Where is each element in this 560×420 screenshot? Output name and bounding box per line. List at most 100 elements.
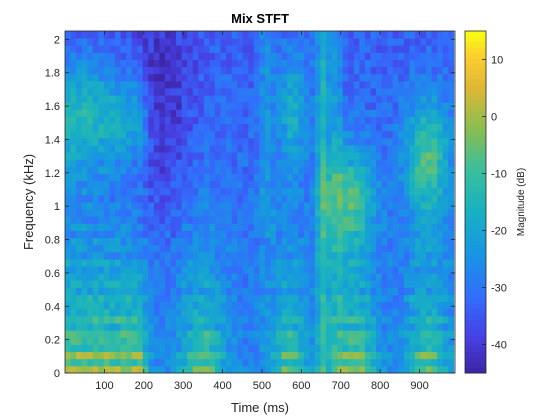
heatmap-cell xyxy=(131,137,138,146)
heatmap-cell xyxy=(342,66,349,75)
heatmap-cell xyxy=(326,308,333,317)
heatmap-cell xyxy=(442,109,449,117)
heatmap-cell xyxy=(331,244,338,253)
heatmap-cell xyxy=(253,130,260,139)
heatmap-cell xyxy=(214,330,221,338)
heatmap-cell xyxy=(403,102,410,110)
heatmap-cell xyxy=(114,251,121,260)
heatmap-cell xyxy=(92,166,99,174)
heatmap-cell xyxy=(309,145,316,153)
heatmap-cell xyxy=(181,194,188,203)
heatmap-cell xyxy=(426,66,432,75)
heatmap-cell xyxy=(76,73,83,82)
heatmap-cell xyxy=(153,216,160,224)
heatmap-cell xyxy=(209,180,216,189)
heatmap-cell xyxy=(214,209,221,217)
heatmap-cell xyxy=(370,351,377,360)
heatmap-cell xyxy=(181,244,188,253)
heatmap-cell xyxy=(392,337,399,345)
heatmap-cell xyxy=(242,330,249,338)
heatmap-cell xyxy=(148,209,155,217)
colorbar-segment xyxy=(465,303,486,310)
heatmap-cell xyxy=(314,123,321,132)
heatmap-cell xyxy=(220,351,227,360)
heatmap-cell xyxy=(431,266,438,274)
heatmap-cell xyxy=(103,223,110,231)
heatmap-cell xyxy=(76,38,83,46)
heatmap-cell xyxy=(159,308,166,317)
heatmap-cell xyxy=(298,358,305,367)
heatmap-cell xyxy=(292,266,299,274)
heatmap-cell xyxy=(164,216,171,224)
heatmap-cell xyxy=(242,66,249,75)
heatmap-cell xyxy=(337,130,344,139)
heatmap-cell xyxy=(420,59,427,68)
heatmap-cell xyxy=(109,316,116,324)
y-tick-label: 1.6 xyxy=(45,101,60,113)
heatmap-cell xyxy=(170,52,177,60)
heatmap-cell xyxy=(398,251,405,260)
heatmap-cell xyxy=(131,365,138,374)
heatmap-cell xyxy=(137,194,144,203)
heatmap-cell xyxy=(137,180,144,189)
heatmap-cell xyxy=(87,194,94,203)
heatmap-cell xyxy=(342,237,349,246)
heatmap-cell xyxy=(314,187,321,196)
heatmap-cell xyxy=(381,116,388,125)
colorbar-segment xyxy=(465,148,486,155)
heatmap-cell xyxy=(131,59,138,68)
heatmap-cell xyxy=(414,223,421,231)
heatmap-cell xyxy=(159,95,166,103)
heatmap-cell xyxy=(242,102,249,110)
heatmap-cell xyxy=(420,330,427,338)
heatmap-cell xyxy=(342,194,349,203)
heatmap-cell xyxy=(370,308,377,317)
heatmap-cell xyxy=(181,116,188,125)
heatmap-cell xyxy=(98,173,105,182)
heatmap-cell xyxy=(314,351,321,360)
heatmap-cell xyxy=(287,31,294,39)
heatmap-cell xyxy=(387,287,394,296)
heatmap-cell xyxy=(120,80,127,89)
heatmap-cell xyxy=(337,209,344,217)
heatmap-cell xyxy=(65,95,71,103)
heatmap-cell xyxy=(137,95,144,103)
heatmap-cell xyxy=(70,166,77,174)
heatmap-cell xyxy=(392,137,399,146)
heatmap-cell xyxy=(153,45,160,53)
heatmap-cell xyxy=(126,244,133,253)
heatmap-cell xyxy=(231,180,238,189)
heatmap-cell xyxy=(320,159,327,167)
heatmap-cell xyxy=(114,323,121,331)
heatmap-cell xyxy=(142,330,149,338)
heatmap-cell xyxy=(326,194,333,203)
heatmap-cell xyxy=(292,59,299,68)
heatmap-cell xyxy=(331,223,338,231)
heatmap-cell xyxy=(65,38,71,46)
heatmap-cell xyxy=(259,45,266,53)
heatmap-cell xyxy=(126,273,133,281)
heatmap-cell xyxy=(176,273,183,281)
heatmap-cell xyxy=(70,280,77,288)
heatmap-cell xyxy=(109,344,116,353)
heatmap-cell xyxy=(120,116,127,125)
heatmap-cell xyxy=(231,344,238,353)
heatmap-cell xyxy=(92,237,99,246)
heatmap-cell xyxy=(242,301,249,310)
heatmap-cell xyxy=(164,130,171,139)
heatmap-cell xyxy=(398,73,405,82)
heatmap-cell xyxy=(342,230,349,239)
colorbar-segment xyxy=(465,367,486,374)
heatmap-cell xyxy=(203,52,210,60)
heatmap-cell xyxy=(142,273,149,281)
heatmap-cell xyxy=(76,102,83,110)
heatmap-cell xyxy=(131,88,138,96)
heatmap-cell xyxy=(192,180,199,189)
heatmap-cell xyxy=(126,230,133,239)
heatmap-cell xyxy=(209,80,216,89)
heatmap-cell xyxy=(264,216,271,224)
heatmap-cell xyxy=(326,344,333,353)
heatmap-cell xyxy=(187,330,194,338)
heatmap-cell xyxy=(181,145,188,153)
heatmap-cell xyxy=(76,301,83,310)
